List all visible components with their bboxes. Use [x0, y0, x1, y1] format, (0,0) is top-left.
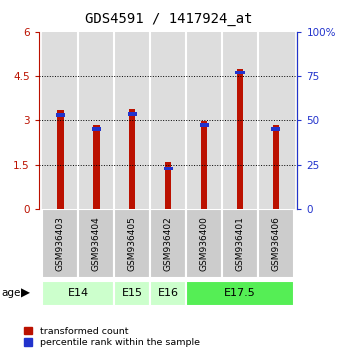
Bar [273, 125, 279, 209]
Bar [236, 71, 244, 74]
Bar [129, 109, 136, 209]
Bar [150, 281, 186, 306]
Bar [199, 124, 209, 127]
Bar [128, 112, 137, 116]
Bar [114, 281, 150, 306]
Text: GSM936400: GSM936400 [199, 216, 209, 271]
Text: GSM936402: GSM936402 [164, 216, 173, 271]
Bar [186, 281, 294, 306]
Bar [222, 32, 258, 209]
Bar [237, 69, 243, 209]
Bar [201, 121, 207, 209]
Text: GSM936404: GSM936404 [92, 216, 101, 271]
Bar [271, 127, 281, 131]
Legend: transformed count, percentile rank within the sample: transformed count, percentile rank withi… [22, 325, 201, 349]
Text: GSM936403: GSM936403 [56, 216, 65, 271]
Text: GSM936406: GSM936406 [271, 216, 281, 271]
Bar [165, 162, 171, 209]
Text: E16: E16 [158, 289, 179, 298]
Text: ▶: ▶ [21, 287, 30, 300]
Bar [43, 32, 78, 209]
Bar [186, 32, 222, 209]
Bar [150, 209, 186, 278]
Bar [114, 32, 150, 209]
Bar [164, 166, 173, 170]
Text: GSM936405: GSM936405 [128, 216, 137, 271]
Text: E17.5: E17.5 [224, 289, 256, 298]
Bar [186, 209, 222, 278]
Bar [222, 209, 258, 278]
Text: E15: E15 [122, 289, 143, 298]
Bar [43, 281, 114, 306]
Bar [92, 127, 101, 131]
Bar [258, 32, 294, 209]
Bar [56, 113, 65, 117]
Bar [78, 209, 114, 278]
Text: GDS4591 / 1417924_at: GDS4591 / 1417924_at [85, 12, 253, 27]
Text: E14: E14 [68, 289, 89, 298]
Bar [93, 125, 100, 209]
Bar [57, 110, 64, 209]
Bar [78, 32, 114, 209]
Bar [114, 209, 150, 278]
Bar [150, 32, 186, 209]
Text: age: age [2, 289, 21, 298]
Bar [258, 209, 294, 278]
Bar [43, 209, 78, 278]
Text: GSM936401: GSM936401 [236, 216, 244, 271]
